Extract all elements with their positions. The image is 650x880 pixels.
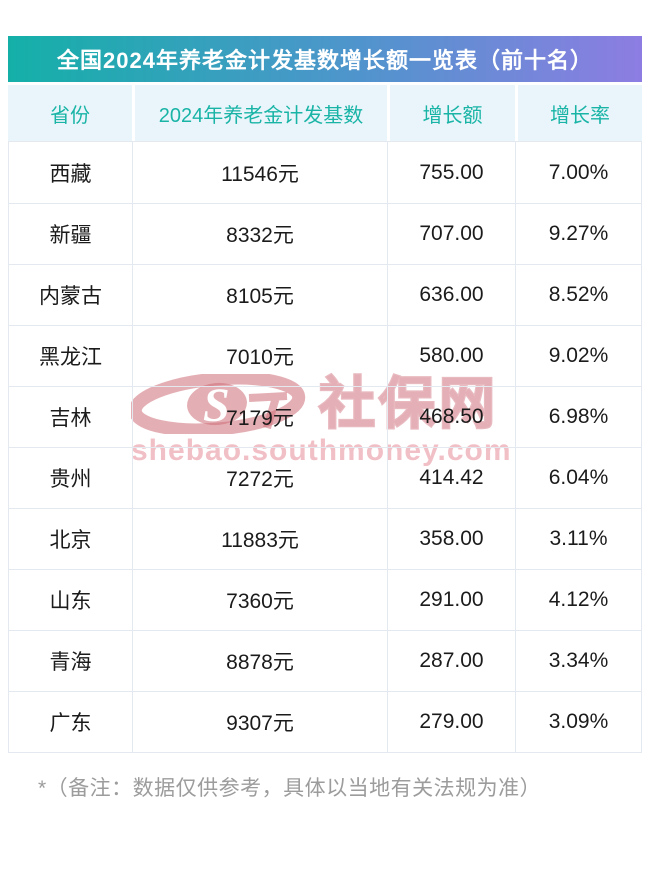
cell-base: 7272元 bbox=[132, 448, 387, 508]
table-row: 内蒙古 8105元 636.00 8.52% bbox=[9, 264, 641, 325]
column-header-increase: 增长额 bbox=[387, 85, 515, 141]
cell-rate: 3.11% bbox=[515, 509, 641, 569]
cell-province: 广东 bbox=[49, 712, 92, 735]
cell-province: 新疆 bbox=[49, 224, 92, 247]
column-header-rate: 增长率 bbox=[515, 85, 642, 141]
cell-rate: 8.52% bbox=[515, 265, 641, 325]
cell-increase: 279.00 bbox=[387, 692, 515, 752]
table-header-row: 省份 2024年养老金计发基数 增长额 增长率 bbox=[8, 85, 642, 141]
cell-base: 8332元 bbox=[132, 204, 387, 264]
cell-base: 8878元 bbox=[132, 631, 387, 691]
cell-rate: 3.09% bbox=[515, 692, 641, 752]
cell-base: 7360元 bbox=[132, 570, 387, 630]
table-row: 广东 9307元 279.00 3.09% bbox=[9, 691, 641, 752]
cell-increase: 287.00 bbox=[387, 631, 515, 691]
cell-increase: 707.00 bbox=[387, 204, 515, 264]
cell-rate: 6.98% bbox=[515, 387, 641, 447]
table-row: 新疆 8332元 707.00 9.27% bbox=[9, 203, 641, 264]
data-table: S 社保网 shebao.southmoney.com 西藏 11546元 75… bbox=[8, 141, 642, 753]
cell-increase: 580.00 bbox=[387, 326, 515, 386]
cell-increase: 755.00 bbox=[387, 142, 515, 203]
cell-base: 7010元 bbox=[132, 326, 387, 386]
column-header-base: 2024年养老金计发基数 bbox=[132, 85, 387, 141]
cell-rate: 9.27% bbox=[515, 204, 641, 264]
column-header-province: 省份 bbox=[8, 85, 132, 141]
table-row: 北京 11883元 358.00 3.11% bbox=[9, 508, 641, 569]
cell-rate: 4.12% bbox=[515, 570, 641, 630]
cell-increase: 291.00 bbox=[387, 570, 515, 630]
disclaimer-note: *（备注：数据仅供参考，具体以当地有关法规为准） bbox=[38, 777, 542, 800]
cell-rate: 3.34% bbox=[515, 631, 641, 691]
cell-increase: 414.42 bbox=[387, 448, 515, 508]
cell-province: 青海 bbox=[49, 651, 92, 674]
cell-rate: 6.04% bbox=[515, 448, 641, 508]
cell-province: 山东 bbox=[49, 590, 92, 613]
page-title: 全国2024年养老金计发基数增长额一览表（前十名） bbox=[8, 36, 642, 82]
cell-base: 7179元 bbox=[132, 387, 387, 447]
cell-province: 贵州 bbox=[49, 468, 92, 491]
table-row: 山东 7360元 291.00 4.12% bbox=[9, 569, 641, 630]
cell-rate: 7.00% bbox=[515, 142, 641, 203]
cell-rate: 9.02% bbox=[515, 326, 641, 386]
table-row: 贵州 7272元 414.42 6.04% bbox=[9, 447, 641, 508]
table-row: 青海 8878元 287.00 3.34% bbox=[9, 630, 641, 691]
cell-province: 西藏 bbox=[49, 162, 92, 186]
table-row: 西藏 11546元 755.00 7.00% bbox=[9, 142, 641, 203]
cell-province: 吉林 bbox=[49, 407, 92, 430]
cell-increase: 636.00 bbox=[387, 265, 515, 325]
cell-province: 黑龙江 bbox=[39, 346, 102, 369]
table-row: 吉林 7179元 468.50 6.98% bbox=[9, 386, 641, 447]
cell-base: 9307元 bbox=[132, 692, 387, 752]
cell-province: 北京 bbox=[49, 529, 92, 552]
cell-province: 内蒙古 bbox=[39, 285, 102, 308]
cell-base: 11883元 bbox=[132, 509, 387, 569]
cell-base: 11546元 bbox=[132, 142, 387, 203]
cell-base: 8105元 bbox=[132, 265, 387, 325]
cell-increase: 468.50 bbox=[387, 387, 515, 447]
cell-increase: 358.00 bbox=[387, 509, 515, 569]
table-row: 黑龙江 7010元 580.00 9.02% bbox=[9, 325, 641, 386]
